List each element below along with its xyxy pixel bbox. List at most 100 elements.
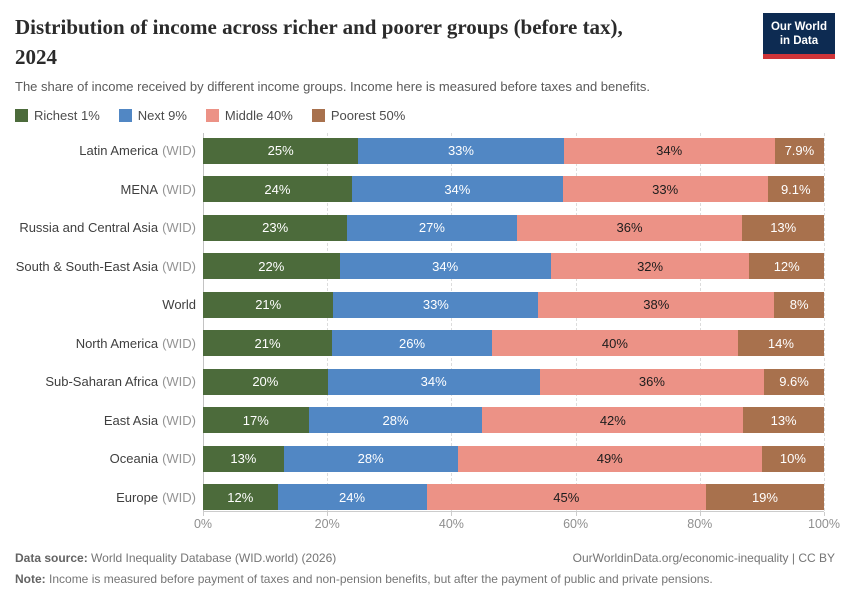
gridline bbox=[699, 132, 701, 512]
row-label-entity: North America bbox=[75, 335, 159, 351]
row-label-suffix: (WID) bbox=[162, 258, 196, 274]
bar-rows: Latin America (WID) 25% 33% 34% 7.9% MENA (WID)… bbox=[15, 137, 824, 511]
note: Note: Income is measured before payment … bbox=[15, 572, 835, 586]
bar-segment-richest-1[interactable]: 17% bbox=[203, 407, 309, 434]
bar-value-label: 13% bbox=[770, 412, 797, 428]
bar-segment-poorest-50[interactable]: 14% bbox=[737, 330, 824, 357]
bar-segment-middle-40[interactable]: 32% bbox=[550, 253, 750, 280]
legend-swatch-icon bbox=[118, 108, 132, 122]
bar-value-label: 12% bbox=[773, 258, 800, 274]
bar-segment-middle-40[interactable]: 42% bbox=[482, 407, 744, 434]
bar-track: 20% 34% 36% 9.6% bbox=[203, 368, 824, 395]
row-label-entity: Latin America bbox=[79, 143, 159, 159]
legend-item-richest-1[interactable]: Richest 1% bbox=[15, 108, 100, 123]
bar-segment-richest-1[interactable]: 22% bbox=[203, 253, 340, 280]
bar-value-label: 25% bbox=[267, 143, 294, 159]
bar-row: Oceania (WID) 13% 28% 49% 10% bbox=[15, 445, 824, 472]
bar-value-label: 40% bbox=[601, 335, 628, 351]
bar-value-label: 49% bbox=[596, 451, 623, 467]
note-label: Note: bbox=[15, 572, 46, 587]
bar-value-label: 20% bbox=[252, 374, 279, 390]
row-label: Latin America (WID) bbox=[15, 143, 203, 158]
bar-segment-richest-1[interactable]: 13% bbox=[203, 445, 284, 472]
legend-label: Middle 40% bbox=[224, 107, 293, 123]
bar-segment-middle-40[interactable]: 34% bbox=[563, 137, 775, 164]
owid-url-link[interactable]: OurWorldinData.org/economic-inequality |… bbox=[572, 551, 835, 566]
bar-row: East Asia (WID) 17% 28% 42% 13% bbox=[15, 407, 824, 434]
bar-segment-middle-40[interactable]: 36% bbox=[516, 214, 743, 241]
chart-subtitle: The share of income received by differen… bbox=[15, 78, 650, 94]
legend-item-next-9[interactable]: Next 9% bbox=[118, 108, 187, 123]
bar-row: South & South-East Asia (WID) 22% 34% 32% 12% bbox=[15, 253, 824, 280]
bar-value-label: 33% bbox=[447, 143, 474, 159]
bar-segment-poorest-50[interactable]: 19% bbox=[705, 484, 824, 511]
bar-row: Europe (WID) 12% 24% 45% 19% bbox=[15, 484, 824, 511]
bar-segment-poorest-50[interactable]: 8% bbox=[774, 291, 824, 318]
bar-segment-middle-40[interactable]: 45% bbox=[426, 484, 706, 511]
bar-value-label: 10% bbox=[779, 451, 806, 467]
bar-segment-richest-1[interactable]: 21% bbox=[203, 291, 334, 318]
bar-segment-poorest-50[interactable]: 12% bbox=[749, 253, 824, 280]
bar-value-label: 9.1% bbox=[780, 181, 811, 197]
note-text: Income is measured before payment of tax… bbox=[45, 572, 713, 587]
row-label: Sub-Saharan Africa (WID) bbox=[15, 374, 203, 389]
row-label-suffix: (WID) bbox=[162, 412, 196, 428]
bar-segment-middle-40[interactable]: 33% bbox=[562, 176, 768, 203]
gridline bbox=[575, 132, 577, 512]
bar-segment-next-9[interactable]: 27% bbox=[347, 214, 517, 241]
bar-segment-poorest-50[interactable]: 13% bbox=[742, 214, 824, 241]
data-source-label: Data source: bbox=[15, 551, 88, 566]
bar-segment-poorest-50[interactable]: 10% bbox=[761, 445, 824, 472]
bar-segment-next-9[interactable]: 28% bbox=[283, 445, 458, 472]
bar-segment-middle-40[interactable]: 38% bbox=[538, 291, 775, 318]
bar-segment-next-9[interactable]: 33% bbox=[358, 137, 564, 164]
bar-segment-next-9[interactable]: 24% bbox=[277, 484, 427, 511]
legend-item-poorest-50[interactable]: Poorest 50% bbox=[311, 107, 406, 123]
bar-segment-richest-1[interactable]: 24% bbox=[203, 176, 352, 203]
bar-value-label: 33% bbox=[422, 297, 449, 313]
axis-tick-label: 20% bbox=[314, 517, 340, 532]
row-label-suffix: (WID) bbox=[162, 451, 196, 467]
row-label: Oceania (WID) bbox=[15, 451, 203, 466]
bar-segment-richest-1[interactable]: 12% bbox=[203, 484, 278, 511]
axis-zero-line bbox=[203, 132, 204, 512]
bar-segment-next-9[interactable]: 33% bbox=[333, 291, 539, 318]
page-title: Distribution of income across richer and… bbox=[15, 13, 650, 73]
owid-logo[interactable]: Our World in Data bbox=[762, 13, 835, 59]
chart-footer: Data source: World Inequality Database (… bbox=[15, 551, 835, 586]
data-source-text: World Inequality Database (WID.world) (2… bbox=[87, 551, 337, 566]
bar-value-label: 13% bbox=[230, 451, 257, 467]
owid-logo-line2: in Data bbox=[779, 35, 819, 48]
bar-segment-poorest-50[interactable]: 9.6% bbox=[764, 368, 824, 395]
bar-segment-richest-1[interactable]: 20% bbox=[203, 368, 328, 395]
bar-value-label: 42% bbox=[599, 412, 626, 428]
bar-segment-richest-1[interactable]: 23% bbox=[203, 214, 348, 241]
row-label: MENA (WID) bbox=[15, 182, 203, 197]
bar-value-label: 34% bbox=[444, 181, 471, 197]
legend-swatch-icon bbox=[15, 108, 28, 122]
bar-segment-middle-40[interactable]: 40% bbox=[491, 330, 738, 357]
bar-segment-poorest-50[interactable]: 9.1% bbox=[767, 176, 824, 203]
bar-value-label: 19% bbox=[751, 489, 778, 505]
bar-segment-poorest-50[interactable]: 13% bbox=[743, 407, 824, 434]
gridline bbox=[327, 132, 329, 512]
bar-segment-next-9[interactable]: 34% bbox=[351, 176, 563, 203]
bar-value-label: 12% bbox=[227, 489, 254, 505]
bar-segment-next-9[interactable]: 34% bbox=[339, 253, 551, 280]
legend-item-middle-40[interactable]: Middle 40% bbox=[205, 107, 293, 123]
bar-segment-middle-40[interactable]: 36% bbox=[539, 368, 765, 395]
legend-label: Poorest 50% bbox=[330, 107, 406, 123]
bar-segment-richest-1[interactable]: 21% bbox=[203, 330, 333, 357]
bar-segment-next-9[interactable]: 34% bbox=[327, 368, 540, 395]
bar-track: 22% 34% 32% 12% bbox=[203, 253, 824, 280]
bar-row: Russia and Central Asia (WID) 23% 27% 36% 13% bbox=[15, 214, 824, 241]
bar-track: 12% 24% 45% 19% bbox=[203, 484, 824, 511]
bar-segment-middle-40[interactable]: 49% bbox=[457, 445, 762, 472]
title-block: Distribution of income across richer and… bbox=[15, 13, 650, 94]
bar-segment-richest-1[interactable]: 25% bbox=[203, 137, 359, 164]
bar-segment-next-9[interactable]: 26% bbox=[332, 330, 492, 357]
bar-value-label: 7.9% bbox=[784, 143, 815, 159]
bar-segment-next-9[interactable]: 28% bbox=[308, 407, 483, 434]
bar-track: 21% 26% 40% 14% bbox=[203, 330, 824, 357]
bar-segment-poorest-50[interactable]: 7.9% bbox=[774, 137, 824, 164]
